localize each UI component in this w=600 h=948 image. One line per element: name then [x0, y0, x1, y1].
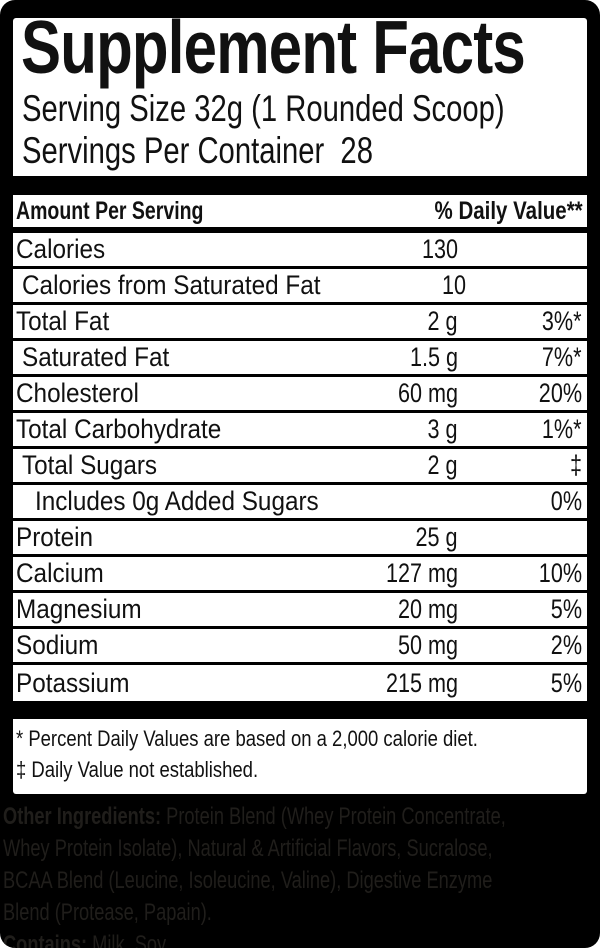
ingredients-line: Whey Protein Isolate), Natural & Artific… [3, 835, 493, 862]
row-amount: 215 mg [385, 667, 458, 698]
table-row-total-fat: Total Fat 2 g 3%* [13, 305, 587, 341]
row-amount: 25 g [415, 522, 458, 552]
ingredients-line: Blend (Protease, Papain). [3, 899, 212, 926]
table-row-sodium: Sodium 50 mg 2% [13, 629, 587, 665]
panel-title: Supplement Facts [21, 5, 526, 89]
row-label: Calories [16, 234, 106, 264]
row-label: Protein [16, 522, 94, 552]
divider-thick-top [13, 176, 587, 195]
row-label: Total Carbohydrate [16, 414, 222, 444]
table-row-calories: Calories 130 [13, 233, 587, 269]
row-dv: 10% [538, 558, 582, 588]
row-label: Total Fat [16, 306, 110, 336]
contains-line: Contains: Milk, Soy. [3, 931, 170, 948]
row-amount: 60 mg [397, 378, 458, 408]
table-row-magnesium: Magnesium 20 mg 5% [13, 593, 587, 629]
row-amount: 130 [421, 234, 458, 264]
row-label: Includes 0g Added Sugars [35, 486, 319, 516]
row-amount: 10 [441, 270, 466, 300]
table-row-cholesterol: Cholesterol 60 mg 20% [13, 377, 587, 413]
table-row-saturated-fat: Saturated Fat 1.5 g 7%* [13, 341, 587, 377]
footnote-daily-values: * Percent Daily Values are based on a 2,… [16, 726, 478, 751]
facts-panel: Supplement Facts Serving Size 32g (1 Rou… [13, 10, 587, 794]
row-label: Total Sugars [22, 450, 158, 480]
table-row-calories-from-saturated-fat: Calories from Saturated Fat 10 [13, 269, 587, 305]
row-dv: ‡ [569, 450, 582, 480]
nutrition-table: Calories 130 Calories from Saturated Fat… [13, 233, 587, 701]
footnote-not-established: ‡ Daily Value not established. [16, 757, 259, 782]
table-row-total-sugars: Total Sugars 2 g ‡ [13, 449, 587, 485]
footnotes: * Percent Daily Values are based on a 2,… [16, 723, 566, 785]
row-label: Potassium [16, 667, 130, 698]
divider-thick-bottom [13, 701, 587, 719]
row-dv: 2% [550, 630, 582, 660]
row-dv: 7%* [542, 342, 582, 372]
amount-per-serving-header: Amount Per Serving [16, 196, 204, 225]
row-dv: 5% [550, 594, 582, 624]
row-dv: 1%* [542, 414, 582, 444]
row-amount: 3 g [427, 414, 458, 444]
row-amount: 127 mg [385, 558, 458, 588]
row-label: Cholesterol [16, 378, 139, 408]
row-label: Sodium [16, 630, 99, 660]
table-row-added-sugars: Includes 0g Added Sugars 0% [13, 485, 587, 521]
table-row-total-carbohydrate: Total Carbohydrate 3 g 1%* [13, 413, 587, 449]
servings-per-container-line: Servings Per Container 28 [22, 130, 373, 171]
ingredients-line: BCAA Blend (Leucine, Isoleucine, Valine)… [3, 867, 493, 894]
row-amount: 2 g [427, 450, 458, 480]
row-amount: 1.5 g [409, 342, 458, 372]
ingredients-line: Other Ingredients: Protein Blend (Whey P… [3, 803, 506, 830]
row-amount: 2 g [427, 306, 458, 336]
row-amount: 50 mg [397, 630, 458, 660]
serving-size-line: Serving Size 32g (1 Rounded Scoop) [22, 88, 505, 129]
row-dv: 0% [550, 486, 582, 516]
table-row-calcium: Calcium 127 mg 10% [13, 557, 587, 593]
row-dv: 5% [550, 667, 582, 698]
row-dv: 3%* [542, 306, 582, 336]
table-row-potassium: Potassium 215 mg 5% [13, 665, 587, 701]
row-dv: 20% [538, 378, 582, 408]
other-ingredients-section: Other Ingredients: Protein Blend (Whey P… [3, 801, 600, 948]
row-label: Calcium [16, 558, 104, 588]
daily-value-header: % Daily Value** [434, 196, 583, 225]
row-label: Calories from Saturated Fat [22, 270, 321, 300]
table-header-row: Amount Per Serving % Daily Value** [13, 195, 587, 233]
row-label: Magnesium [16, 594, 142, 624]
row-label: Saturated Fat [22, 342, 170, 372]
table-row-protein: Protein 25 g [13, 521, 587, 557]
row-amount: 20 mg [397, 594, 458, 624]
